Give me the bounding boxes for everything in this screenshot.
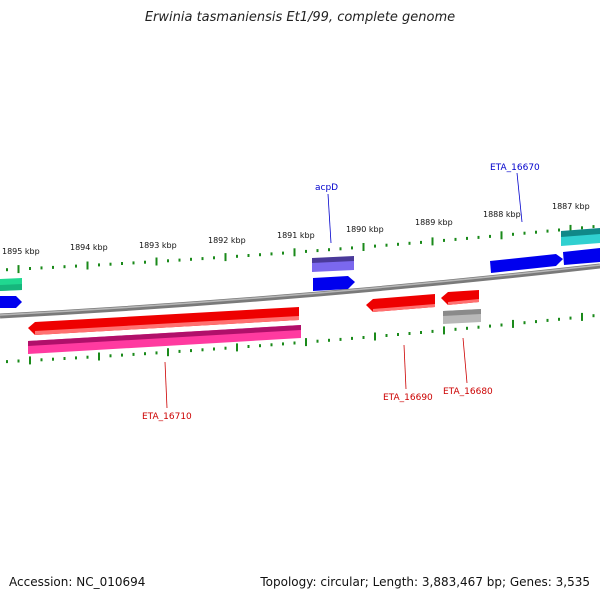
label-ETA_16670: ETA_16670: [490, 163, 540, 173]
leader-ETA_16680: [462, 337, 468, 384]
lower-feature-track: [28, 309, 481, 354]
tick-label-1894: 1894 kbp: [70, 243, 108, 252]
tick-label-1888: 1888 kbp: [483, 210, 521, 219]
upper-feature-track: [0, 228, 600, 291]
map-title: Erwinia tasmaniensis Et1/99, complete ge…: [144, 10, 456, 25]
tick-label-1889: 1889 kbp: [415, 218, 453, 227]
leader-ETA_16690: [403, 344, 407, 390]
lower-tick-ring: [6, 312, 595, 365]
label-ETA_16710: ETA_16710: [142, 412, 192, 422]
tick-label-1890: 1890 kbp: [346, 225, 384, 234]
cds-blue-left: [0, 296, 22, 308]
gene-labels: acpD ETA_16670 ETA_16710 ETA_16690 ETA_1…: [142, 163, 540, 422]
upper-tick-ring: [6, 224, 595, 274]
tick-label-1887: 1887 kbp: [552, 202, 590, 211]
label-ETA_16680: ETA_16680: [443, 387, 493, 397]
tick-label-1895: 1895 kbp: [2, 247, 40, 256]
leader-ETA_16710: [164, 361, 168, 409]
tick-label-1891: 1891 kbp: [277, 231, 315, 240]
accession-text: Accession: NC_010694: [9, 575, 146, 589]
reverse-cds-track: [28, 290, 479, 335]
genome-summary-text: Topology: circular; Length: 3,883,467 bp…: [260, 575, 590, 589]
label-ETA_16690: ETA_16690: [383, 393, 433, 403]
leader-acpD: [327, 193, 332, 244]
tick-label-1893: 1893 kbp: [139, 241, 177, 250]
label-acpD: acpD: [315, 183, 338, 193]
leader-ETA_16670: [516, 172, 523, 223]
genome-backbone: [0, 263, 600, 319]
cds-blue-acpD: [313, 276, 355, 291]
forward-cds-track: [0, 248, 600, 308]
cds-blue-ETA_16670: [490, 254, 563, 273]
kbp-scale-labels: 1895 kbp 1894 kbp 1893 kbp 1892 kbp 1891…: [2, 202, 590, 256]
cds-blue-right: [563, 248, 600, 265]
tick-label-1892: 1892 kbp: [208, 236, 246, 245]
